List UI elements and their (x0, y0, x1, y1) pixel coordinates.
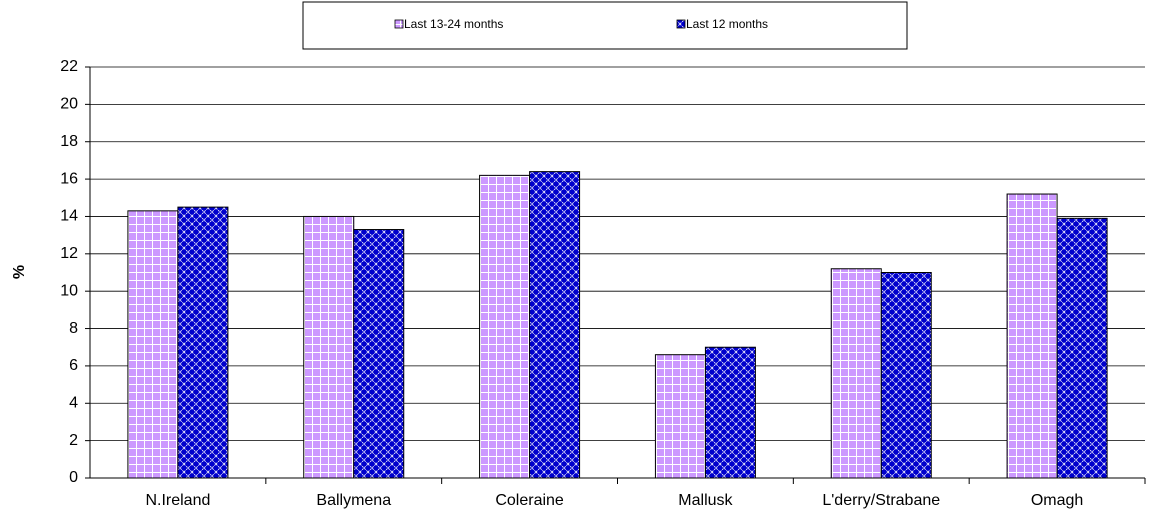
bar (529, 171, 581, 479)
x-tick-label: Coleraine (495, 492, 564, 509)
y-tick-label: 22 (60, 58, 78, 75)
bar (479, 174, 531, 479)
y-tick-label: 16 (60, 170, 78, 187)
x-tick-label: Omagh (1031, 492, 1083, 509)
bar (303, 215, 355, 479)
bar (880, 272, 932, 479)
y-tick-label: 4 (69, 394, 78, 411)
x-tick-label: Mallusk (678, 492, 733, 509)
bar (177, 206, 229, 479)
bar (1006, 193, 1058, 479)
y-tick-label: 8 (69, 320, 78, 337)
bar (1056, 217, 1108, 479)
bar (353, 229, 405, 479)
y-tick-label: 12 (60, 245, 78, 262)
y-tick-label: 10 (60, 282, 78, 299)
x-tick-label: N.Ireland (145, 492, 210, 509)
y-tick-label: 20 (60, 96, 78, 113)
y-tick-label: 18 (60, 133, 78, 150)
y-tick-label: 6 (69, 357, 78, 374)
y-tick-label: 0 (69, 469, 78, 486)
legend-label: Last 13-24 months (404, 17, 503, 31)
bar (654, 354, 706, 479)
bar (127, 210, 179, 479)
y-axis-label: % (11, 265, 28, 279)
x-tick-label: Ballymena (316, 492, 391, 509)
legend-label: Last 12 months (686, 17, 768, 31)
bar (704, 346, 756, 479)
legend-swatch (394, 19, 404, 29)
y-tick-label: 14 (60, 208, 78, 225)
legend-box (302, 1, 908, 50)
legend-swatch (676, 19, 686, 29)
x-tick-label: L'derry/Strabane (822, 492, 940, 509)
y-tick-label: 2 (69, 432, 78, 449)
bar (830, 268, 882, 479)
